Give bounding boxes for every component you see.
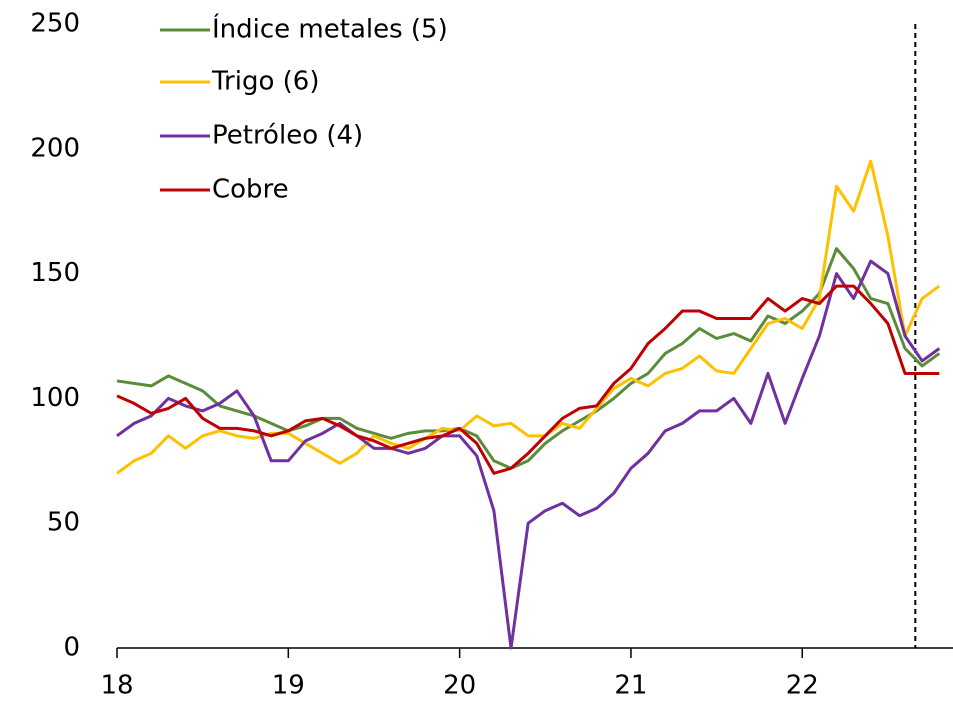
series-line (116, 159, 941, 475)
y-tick-label: 250 (30, 9, 80, 39)
x-tick-label: 19 (272, 671, 305, 701)
legend-label: Trigo (6) (211, 67, 319, 97)
series-line (116, 284, 940, 475)
legend-label: Petróleo (4) (212, 121, 363, 151)
x-tick-label: 20 (443, 671, 476, 701)
y-tick-label: 150 (30, 258, 80, 288)
y-tick-label: 50 (47, 508, 80, 538)
y-tick-label: 200 (30, 133, 80, 163)
x-tick-label: 18 (100, 671, 133, 701)
legend-label: Índice metales (5) (212, 13, 448, 45)
y-tick-label: 100 (30, 383, 80, 413)
legend-label: Cobre (212, 175, 289, 205)
y-tick-label: 0 (63, 633, 80, 663)
series-line (116, 259, 941, 650)
x-tick-label: 22 (786, 671, 819, 701)
x-tick-label: 21 (614, 671, 647, 701)
